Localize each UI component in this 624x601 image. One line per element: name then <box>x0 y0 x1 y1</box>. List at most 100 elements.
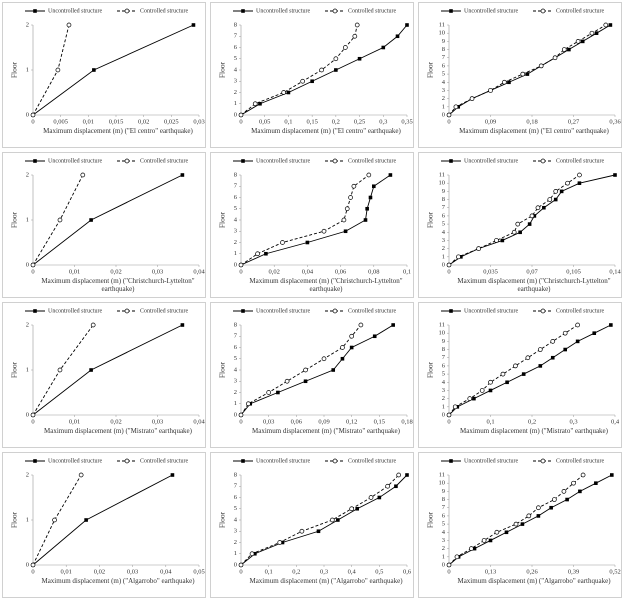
chart-panel: 0 0,01 0,02 0,03 0,04 0 1 2 Floor Uncontrolled st… <box>2 302 206 448</box>
data-point <box>467 396 473 401</box>
x-tick-label: 0 <box>239 418 242 425</box>
y-tick-label: 5 <box>234 505 237 512</box>
y-tick-label: 7 <box>442 504 446 511</box>
data-point <box>550 339 556 344</box>
legend-label: Controlled structure <box>556 458 604 464</box>
y-tick-label: 2 <box>234 539 237 546</box>
legend-marker <box>241 459 245 463</box>
y-tick-label: 11 <box>439 471 445 478</box>
x-axis-label: Maximum displacement (m) ("Algarrobo" ea… <box>41 577 195 585</box>
chart-panel: 0 0,01 0,02 0,03 0,04 0,05 0 1 2 Floor Uncontrolle… <box>2 452 206 598</box>
data-point <box>603 22 609 28</box>
legend-label: Uncontrolled structure <box>256 8 310 14</box>
data-point <box>520 522 525 526</box>
y-tick-label: 1 <box>26 66 29 73</box>
x-tick-label: 0,035 <box>483 268 498 275</box>
x-tick-label: 0,3 <box>379 118 387 125</box>
data-point <box>521 372 526 376</box>
data-point <box>264 251 268 256</box>
x-tick-label: 0,2 <box>292 568 300 575</box>
chart-panel: 0 0,09 0,18 0,27 0,36 0 1 2 3 4 5 6 7 8 9 10 11 Floor Unco… <box>418 2 622 148</box>
x-tick-label: 0,4 <box>611 418 620 425</box>
data-point <box>520 71 526 77</box>
legend-marker <box>124 308 130 314</box>
y-tick-label: 2 <box>234 89 237 96</box>
data-point <box>286 90 291 95</box>
data-point <box>368 495 374 500</box>
x-tick-label: 0,52 <box>609 568 620 575</box>
y-tick-label: 8 <box>442 196 445 203</box>
data-point <box>377 495 382 500</box>
series-line <box>32 324 183 416</box>
x-axis-label: Maximum displacement (m) ("Christchurch-… <box>249 277 403 293</box>
chart: 0 0,1 0,2 0,3 0,4 0,5 0,6 0 1 2 3 4 5 6 7 8 Floor Uncontr… <box>218 458 412 575</box>
data-point <box>571 480 576 486</box>
y-tick-label: 4 <box>442 229 446 236</box>
y-tick-label: 5 <box>442 221 445 228</box>
data-point <box>494 238 499 243</box>
legend-label: Uncontrolled structure <box>464 458 518 464</box>
data-point <box>253 551 257 556</box>
y-tick-label: 6 <box>442 62 446 69</box>
series-line <box>240 324 394 416</box>
legend-label: Controlled structure <box>556 8 604 14</box>
x-tick-label: 0,1 <box>403 268 411 275</box>
x-tick-label: 0,18 <box>401 418 412 425</box>
data-point <box>303 379 308 384</box>
legend-marker <box>124 8 130 14</box>
data-point <box>331 368 336 372</box>
data-point <box>488 88 493 93</box>
y-tick-label: 4 <box>442 379 446 386</box>
x-tick-label: 0 <box>447 568 450 575</box>
series-line <box>448 324 612 416</box>
y-tick-label: 11 <box>439 321 445 328</box>
data-point <box>255 251 260 257</box>
x-tick-label: 0 <box>31 268 34 275</box>
x-tick-label: 0 <box>239 118 242 125</box>
x-tick-label: 0,03 <box>152 268 163 275</box>
data-point <box>303 367 308 373</box>
data-point <box>538 364 543 368</box>
y-tick-label: 3 <box>442 87 445 94</box>
series-line <box>240 324 362 416</box>
data-point <box>57 217 63 223</box>
data-point <box>372 334 377 339</box>
legend-label: Controlled structure <box>348 458 396 464</box>
data-point <box>552 55 558 61</box>
x-tick-label: 0,27 <box>568 118 580 125</box>
x-axis-label: Maximum displacement (m) ("Christchurch-… <box>41 277 195 293</box>
y-tick-label: 6 <box>442 212 446 219</box>
data-point <box>592 331 597 335</box>
data-point <box>494 529 500 535</box>
data-point <box>343 229 348 234</box>
y-tick-label: 8 <box>234 171 237 178</box>
data-point <box>78 472 84 478</box>
data-point <box>513 521 519 527</box>
legend-label: Controlled structure <box>348 158 396 164</box>
y-tick-label: 5 <box>442 71 445 78</box>
data-point <box>299 528 305 534</box>
y-tick-label: 2 <box>442 95 445 102</box>
series-line <box>32 324 94 416</box>
data-point <box>526 513 532 519</box>
y-tick-label: 0 <box>26 561 29 568</box>
x-tick-label: 0,15 <box>374 418 385 425</box>
series-line <box>448 174 580 266</box>
y-tick-label: 0 <box>234 261 237 268</box>
data-point <box>238 112 244 118</box>
data-point <box>92 68 96 72</box>
y-tick-label: 1 <box>442 103 445 110</box>
chart: 0 0,03 0,06 0,09 0,12 0,15 0,18 0 1 2 3 4 5 6 7 8 Floor U… <box>218 308 413 425</box>
x-tick-label: 0,02 <box>110 418 121 425</box>
y-tick-label: 11 <box>439 171 445 178</box>
x-tick-label: 0,005 <box>53 118 68 125</box>
data-point <box>366 172 372 178</box>
x-tick-label: 0,04 <box>193 418 205 425</box>
chart: 0 0,02 0,04 0,06 0,08 0,1 0 1 2 3 4 5 6 7 8 Floor Uncont… <box>218 158 411 275</box>
data-point <box>580 39 585 44</box>
x-tick-label: 0,02 <box>110 268 121 275</box>
data-point <box>575 339 580 344</box>
y-tick-label: 9 <box>442 488 445 495</box>
y-tick-label: 1 <box>442 253 445 260</box>
data-point <box>549 505 553 510</box>
